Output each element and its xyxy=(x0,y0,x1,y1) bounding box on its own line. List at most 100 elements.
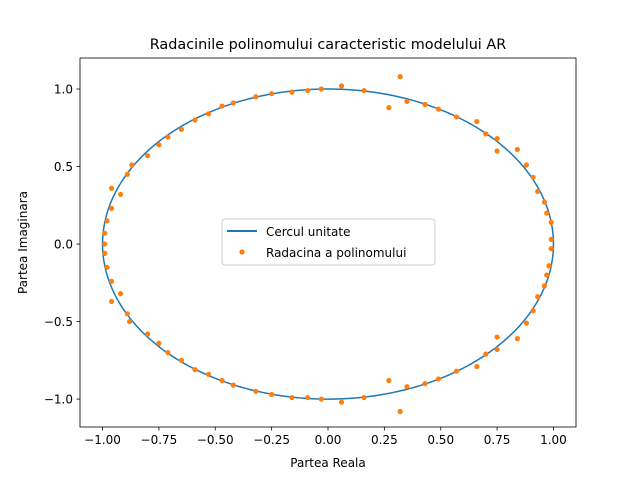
root-point xyxy=(422,380,428,387)
x-axis-ticks: −1.00 −0.75 −0.50 −0.25 0.00 0.25 0.50 0.75 1.00 xyxy=(84,427,567,447)
root-point xyxy=(544,272,550,278)
legend-frame xyxy=(221,218,436,266)
chart-title: Radacinile polinomului caracteristic mod… xyxy=(150,37,506,53)
root-point xyxy=(253,388,259,394)
x-tick-label: 0.00 xyxy=(315,433,342,447)
root-point xyxy=(541,199,548,205)
y-axis-label: Partea Imaginara xyxy=(16,191,30,294)
y-tick-label: 1.0 xyxy=(54,83,73,97)
root-point xyxy=(474,363,480,370)
root-point xyxy=(535,188,541,194)
root-point xyxy=(474,118,480,125)
root-point xyxy=(548,236,554,242)
root-point xyxy=(269,391,275,398)
root-point xyxy=(435,106,442,112)
legend-label-roots: Radacina a polinomului xyxy=(266,246,406,260)
y-tick-label: 0.0 xyxy=(54,238,73,252)
root-point xyxy=(422,101,428,108)
root-point xyxy=(453,368,460,374)
root-point xyxy=(117,291,124,297)
root-point xyxy=(404,384,410,390)
root-point xyxy=(541,283,548,289)
root-point xyxy=(523,320,530,326)
root-point xyxy=(156,340,162,346)
root-point xyxy=(548,219,554,225)
root-point xyxy=(544,210,550,216)
root-point xyxy=(305,394,311,401)
root-point xyxy=(165,349,171,356)
x-tick-label: 1.00 xyxy=(540,433,567,447)
root-point xyxy=(124,311,130,317)
root-point xyxy=(494,136,500,142)
x-tick-label: −0.25 xyxy=(253,433,290,447)
root-point xyxy=(548,246,554,252)
x-axis-label: Partea Reala xyxy=(290,456,365,470)
root-point xyxy=(546,263,552,269)
y-tick-label: −1.0 xyxy=(44,393,73,407)
y-axis-ticks: −1.0 −0.5 0.0 0.5 1.0 xyxy=(44,83,80,407)
root-point xyxy=(338,399,345,405)
root-point xyxy=(230,382,236,388)
root-point xyxy=(165,134,171,140)
x-tick-label: 0.25 xyxy=(371,433,398,447)
root-point xyxy=(102,250,108,256)
root-point xyxy=(108,278,115,284)
root-point xyxy=(514,336,520,342)
root-point xyxy=(318,86,324,92)
x-tick-label: −0.50 xyxy=(197,433,234,447)
root-point xyxy=(104,264,110,270)
root-point xyxy=(435,376,442,382)
root-point xyxy=(494,334,500,340)
root-point xyxy=(397,74,403,80)
root-point xyxy=(404,98,410,105)
legend: Cercul unitate Radacina a polinomului xyxy=(221,218,436,266)
root-point xyxy=(397,408,403,415)
root-point xyxy=(535,294,541,300)
root-point xyxy=(253,94,259,100)
y-tick-label: 0.5 xyxy=(54,160,73,174)
root-point xyxy=(338,83,345,89)
root-point xyxy=(483,351,489,357)
root-point xyxy=(145,331,151,337)
root-point xyxy=(530,308,536,314)
root-point xyxy=(523,162,530,168)
root-point xyxy=(145,153,151,159)
root-point xyxy=(104,218,110,224)
root-point xyxy=(494,148,500,154)
root-point xyxy=(156,142,162,148)
root-point xyxy=(289,394,295,401)
root-point xyxy=(127,318,133,325)
root-point xyxy=(102,230,108,236)
root-point xyxy=(361,394,367,401)
root-point xyxy=(117,191,124,198)
root-point xyxy=(361,87,367,94)
root-point xyxy=(129,162,135,168)
root-point xyxy=(230,100,236,106)
root-point xyxy=(108,205,115,211)
root-point xyxy=(305,87,311,94)
x-tick-label: 0.50 xyxy=(427,433,454,447)
root-point xyxy=(108,298,115,305)
roots-layer xyxy=(102,74,554,415)
root-point xyxy=(124,171,130,177)
root-point xyxy=(102,241,108,247)
root-point xyxy=(494,346,500,353)
root-point xyxy=(483,131,489,137)
root-point xyxy=(178,357,185,363)
root-point xyxy=(219,377,225,384)
x-tick-label: 0.75 xyxy=(484,433,511,447)
legend-dot-swatch xyxy=(239,249,245,255)
x-tick-label: −1.00 xyxy=(84,433,121,447)
x-tick-label: −0.75 xyxy=(141,433,178,447)
root-point xyxy=(453,114,460,120)
root-point xyxy=(386,105,392,111)
root-point xyxy=(205,111,212,117)
root-point xyxy=(514,146,520,153)
root-point xyxy=(178,126,185,132)
root-point xyxy=(219,103,225,109)
root-point xyxy=(318,396,324,402)
root-point xyxy=(108,185,115,191)
root-point xyxy=(269,91,275,97)
legend-label-circle: Cercul unitate xyxy=(266,225,350,239)
